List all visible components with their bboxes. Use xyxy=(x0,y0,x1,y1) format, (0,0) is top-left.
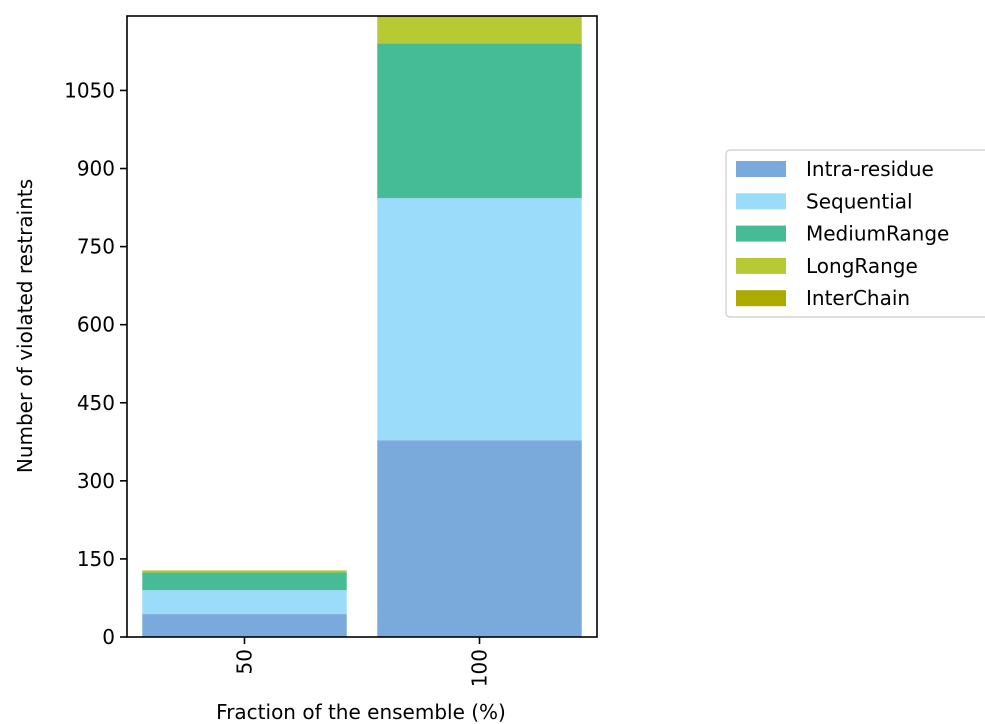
bar-segment-sequential-100 xyxy=(377,198,582,441)
legend-label: MediumRange xyxy=(806,222,949,246)
bar-segment-longrange-100 xyxy=(377,16,582,44)
y-tick-label: 900 xyxy=(77,157,115,181)
legend-swatch xyxy=(736,193,786,210)
y-axis: 0 150 300 450 600 750 900 1050 xyxy=(64,78,127,649)
bars-layer xyxy=(142,16,582,637)
y-tick-label: 300 xyxy=(77,469,115,493)
bar-segment-longrange-50 xyxy=(142,570,347,573)
x-tick-label: 100 xyxy=(468,649,492,687)
y-axis-title: Number of violated restraints xyxy=(13,179,37,473)
y-tick-label: 600 xyxy=(77,313,115,337)
bar-segment-mediumrange-50 xyxy=(142,572,347,591)
legend: Intra-residue Sequential MediumRange LongRa… xyxy=(725,149,985,318)
x-axis: 50 100 xyxy=(233,637,492,687)
x-tick-label: 50 xyxy=(233,649,257,674)
plot-frame xyxy=(126,15,598,638)
bar-segment-sequential-50 xyxy=(142,590,347,615)
y-tick-label: 750 xyxy=(77,235,115,259)
bar-segment-mediumrange-100 xyxy=(377,43,582,199)
y-tick-label: 1050 xyxy=(64,78,115,102)
x-axis-title: Fraction of the ensemble (%) xyxy=(216,700,506,724)
legend-swatch xyxy=(736,290,786,307)
legend-label: LongRange xyxy=(806,254,918,278)
legend-label: InterChain xyxy=(806,286,910,310)
y-tick-label: 450 xyxy=(77,391,115,415)
legend-swatch xyxy=(736,257,786,274)
y-tick-label: 150 xyxy=(77,547,115,571)
y-tick-label: 0 xyxy=(102,625,115,649)
legend-swatch xyxy=(736,161,786,177)
legend-swatch xyxy=(736,225,786,242)
legend-label: Intra-residue xyxy=(806,157,934,181)
legend-label: Sequential xyxy=(806,189,913,213)
bar-segment-intra-residue-50 xyxy=(142,614,347,637)
legend-box xyxy=(725,149,985,318)
bar-segment-intra-residue-100 xyxy=(377,440,582,637)
